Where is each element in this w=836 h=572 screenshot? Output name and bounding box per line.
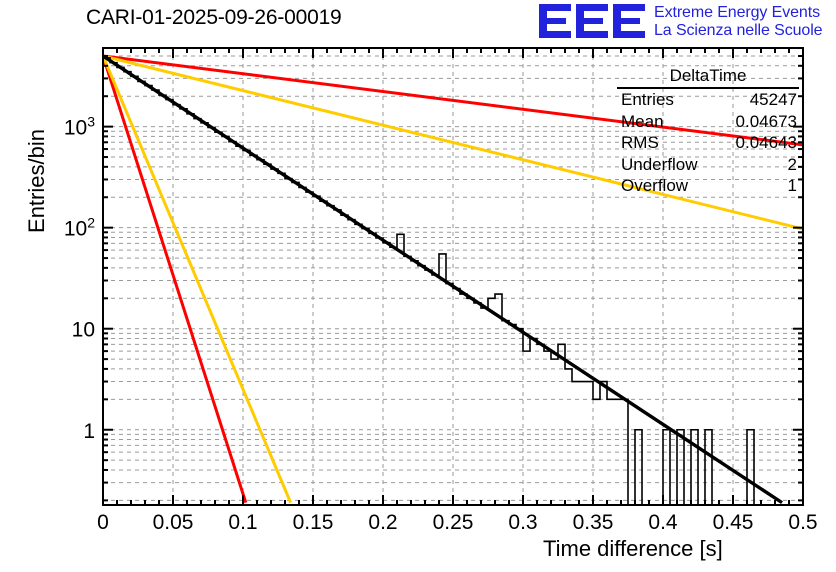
chart-series-group [103,54,803,505]
eee-logo-line1: Extreme Energy Events [654,4,820,21]
x-tick-label: 0.4 [648,511,678,534]
stat-key: Overflow [621,176,689,195]
stat-row: Underflow 2 [617,154,799,176]
stat-key: RMS [621,133,659,152]
stat-key: Entries [621,90,674,109]
stat-value: 1 [787,176,797,195]
series-red-shallow [103,54,803,147]
stat-value: 2 [787,154,797,174]
series-histogram [103,56,775,505]
x-tick-label: 0.3 [508,511,537,534]
x-tick-label: 0.35 [573,511,614,534]
x-tick-label: 0.15 [293,511,334,534]
y-tick-label: 10 [72,319,95,342]
x-tick-label: 0.05 [153,511,194,534]
eee-logo-text: Extreme Energy Events La Scienza nelle S… [654,4,823,39]
stats-title: DeltaTime [617,66,799,89]
axis-tick-labels: 0 0.05 0.1 0.15 0.2 0.25 0.3 0.35 0.4 0.45 0.5 1 10 1… [64,114,818,534]
series-exponential-fit [103,54,783,505]
plot-background [103,48,803,505]
axis-frame [102,47,804,506]
x-tick-label: 0.5 [788,511,817,534]
x-axis-title: Time difference [s] [543,536,723,561]
stat-value: 0.04673 [735,111,797,131]
x-tick-label: 0.2 [368,511,397,534]
x-tick-label: 0.25 [433,511,474,534]
page-title: CARI-01-2025-09-26-00019 [86,6,342,29]
x-tick-label: 0 [97,511,109,534]
eee-logo-mark [539,4,645,38]
y-tick-label: 1 [83,420,95,443]
eee-logo: Extreme Energy Events La Scienza nelle S… [539,2,834,42]
x-tick-label: 0.1 [228,511,257,534]
stat-row: Mean 0.04673 [617,111,799,133]
y-tick-label: 103 [64,114,95,140]
stat-value: 45247 [749,90,797,109]
stat-row: RMS 0.04643 [617,132,799,154]
series-yellow-steep [103,55,292,504]
stat-key: Mean [621,111,664,131]
stats-rows: Entries 45247 Mean 0.04673 RMS 0.04643 Underfl… [617,89,799,197]
x-tick-label: 0.45 [713,511,754,534]
stat-row: Entries 45247 [617,89,799,111]
stat-key: Underflow [621,154,698,174]
eee-logo-line2: La Scienza nelle Scuole [654,21,823,39]
y-tick-label: 102 [64,215,95,241]
stats-box: DeltaTime Entries 45247 Mean 0.04673 RMS 0.04… [617,66,799,197]
series-yellow-shallow [103,54,803,231]
stat-value: 0.04643 [735,133,797,152]
series-red-steep [103,55,248,504]
stat-row: Overflow 1 [617,175,799,197]
